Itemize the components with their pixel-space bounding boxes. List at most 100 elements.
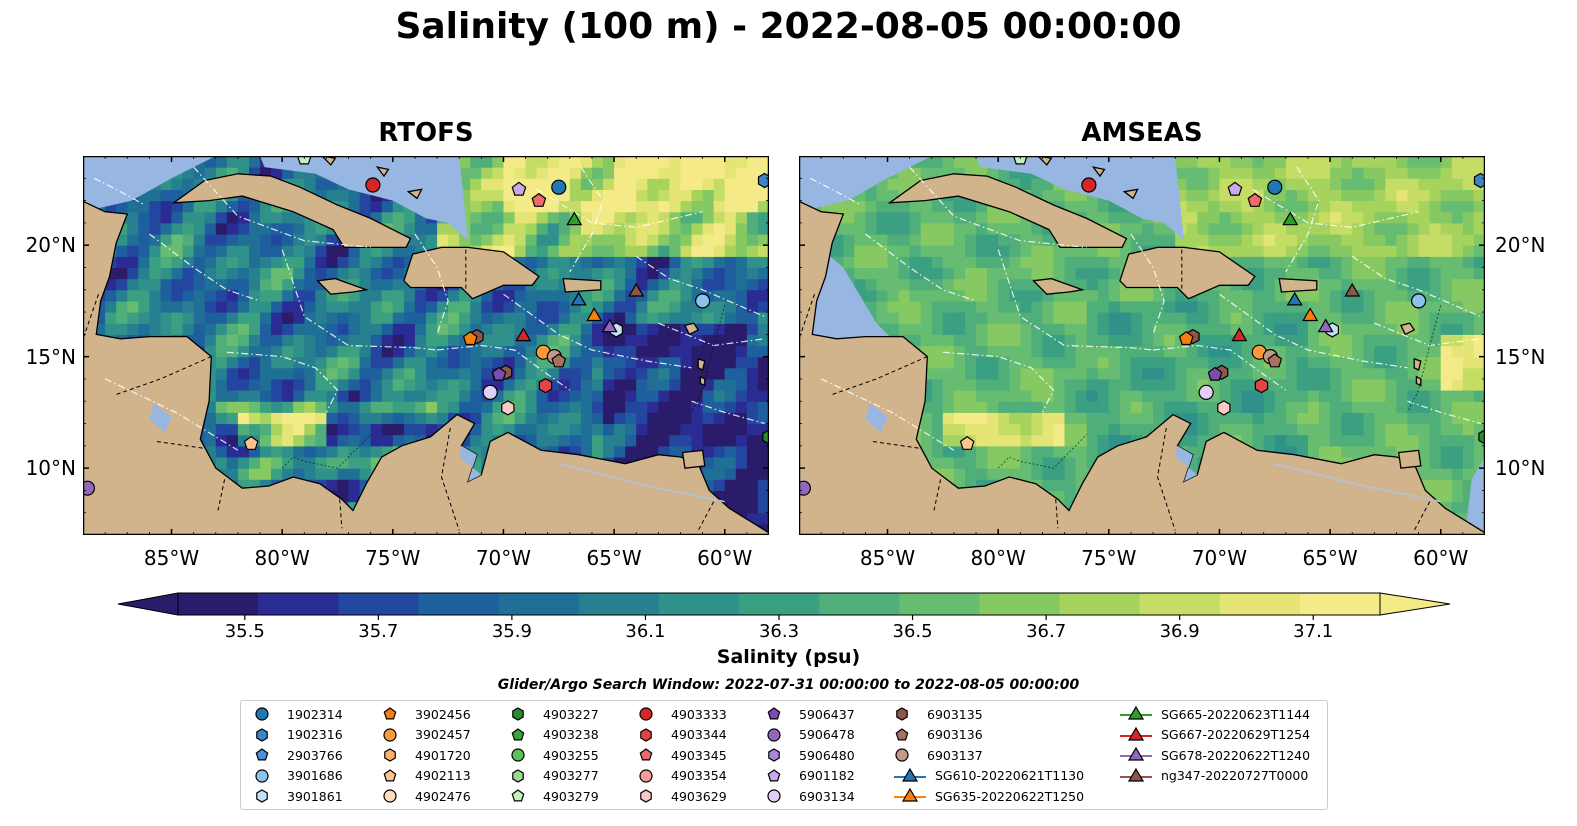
legend-marker-icon bbox=[256, 789, 268, 803]
obs-marker-6903136[interactable] bbox=[1267, 353, 1283, 368]
obs-marker-6901182[interactable] bbox=[511, 181, 527, 196]
obs-marker-SG665-20220623T1144[interactable] bbox=[1282, 211, 1299, 226]
obs-marker-4903333[interactable] bbox=[1081, 177, 1097, 193]
obs-marker-6903134[interactable] bbox=[1198, 384, 1214, 400]
lake-maracaibo bbox=[1175, 445, 1198, 482]
legend-item: 5906480 bbox=[765, 746, 855, 764]
legend-label: SG610-20220621T1130 bbox=[935, 768, 1085, 783]
salinity-colorbar bbox=[117, 592, 1451, 620]
colorbar-extend-max bbox=[1379, 592, 1451, 616]
legend-item: 4903333 bbox=[637, 705, 727, 723]
colorbar-segment bbox=[819, 593, 900, 615]
land-lesser-antilles-2 bbox=[1413, 357, 1422, 371]
legend-item: ng347-20220727T0000 bbox=[1119, 767, 1308, 785]
obs-marker-4903344[interactable] bbox=[538, 377, 553, 394]
obs-marker-5906478[interactable] bbox=[83, 480, 96, 496]
colorbar-tick-label: 35.7 bbox=[358, 621, 399, 642]
obs-marker-SG667-20220629T1254[interactable] bbox=[1231, 327, 1248, 342]
obs-marker-SG665-20220623T1144[interactable] bbox=[566, 211, 583, 226]
obs-marker-4903629[interactable] bbox=[501, 400, 515, 416]
land-puerto-rico bbox=[562, 277, 602, 293]
legend-label: 4902113 bbox=[415, 768, 471, 783]
obs-marker-4903345[interactable] bbox=[531, 192, 547, 207]
observation-legend: 1902314 1902316 2903766 3901686 3901861 39024… bbox=[240, 700, 1328, 810]
obs-marker-3901686[interactable] bbox=[695, 293, 711, 309]
obs-marker-SG678-20220622T1240[interactable] bbox=[1317, 318, 1334, 333]
obs-marker-ng347-20220727T0000[interactable] bbox=[628, 282, 645, 297]
obs-marker-5906478[interactable] bbox=[799, 480, 812, 496]
obs-marker-SG667-20220629T1254[interactable] bbox=[515, 327, 532, 342]
colorbar-tick-label: 37.1 bbox=[1293, 621, 1334, 642]
obs-marker-6903134[interactable] bbox=[482, 384, 498, 400]
obs-marker-6903136[interactable] bbox=[551, 353, 567, 368]
obs-marker-3902456[interactable] bbox=[462, 331, 478, 346]
obs-marker-5906437[interactable] bbox=[1207, 366, 1223, 381]
obs-marker-4903227[interactable] bbox=[762, 429, 769, 445]
tick-label: 70°W bbox=[1191, 546, 1248, 570]
obs-marker-4903344[interactable] bbox=[1254, 377, 1269, 394]
legend-item: 6903137 bbox=[893, 746, 983, 764]
legend-label: SG667-20220629T1254 bbox=[1161, 727, 1311, 742]
colorbar-tick-label: 36.3 bbox=[758, 621, 800, 642]
border bbox=[1413, 501, 1431, 531]
colorbar-segment bbox=[979, 593, 1060, 615]
land-lesser-antilles-3 bbox=[1415, 375, 1422, 387]
obs-marker-4903333[interactable] bbox=[365, 177, 381, 193]
legend-label: 5906480 bbox=[799, 747, 855, 763]
obs-marker-4902113[interactable] bbox=[243, 435, 259, 450]
legend-label: 5906437 bbox=[799, 706, 855, 722]
tick-label: 65°W bbox=[1302, 546, 1358, 570]
obs-marker-4903227[interactable] bbox=[1478, 429, 1485, 445]
obs-marker-1902316[interactable] bbox=[1473, 172, 1486, 189]
obs-marker-ng347-20220727T0000[interactable] bbox=[1344, 282, 1361, 297]
obs-marker-SG635-20220622T1250[interactable] bbox=[1302, 307, 1319, 322]
tick-label: 60°W bbox=[697, 546, 753, 570]
legend-label: SG678-20220622T1240 bbox=[1161, 747, 1311, 763]
obs-marker-3902456[interactable] bbox=[1178, 331, 1194, 346]
river bbox=[1274, 462, 1441, 503]
legend-label: 3902457 bbox=[415, 727, 471, 742]
obs-marker-SG678-20220622T1240[interactable] bbox=[601, 318, 618, 333]
obs-marker-SG610-20220621T1130[interactable] bbox=[1286, 291, 1303, 306]
legend-label: 1902314 bbox=[287, 706, 343, 722]
obs-marker-4903629[interactable] bbox=[1217, 400, 1231, 416]
obs-marker-4903279[interactable] bbox=[296, 156, 312, 165]
land-trinidad bbox=[1397, 449, 1422, 469]
obs-marker-4903345[interactable] bbox=[1247, 192, 1263, 207]
rtofs-map-title: RTOFS bbox=[378, 118, 474, 148]
legend-label: 4903354 bbox=[671, 768, 727, 783]
amseas-map-title: AMSEAS bbox=[1081, 118, 1203, 148]
obs-marker-1902314[interactable] bbox=[1267, 179, 1283, 195]
legend-label: 3901686 bbox=[287, 768, 343, 783]
obs-marker-4902113[interactable] bbox=[959, 435, 975, 450]
obs-marker-SG610-20220621T1130[interactable] bbox=[570, 291, 587, 306]
legend-item: SG635-20220622T1250 bbox=[893, 787, 1084, 805]
border bbox=[832, 356, 928, 395]
legend-label: 6903134 bbox=[799, 788, 855, 804]
legend-item: 6903136 bbox=[893, 726, 983, 744]
tick-label: 65°W bbox=[586, 546, 642, 570]
legend-marker-icon bbox=[1120, 726, 1152, 741]
legend-item: 4903238 bbox=[509, 726, 599, 744]
border bbox=[440, 427, 460, 531]
amseas-salinity-map[interactable] bbox=[799, 156, 1485, 535]
tick-label: 75°W bbox=[365, 546, 421, 570]
colorbar-segment bbox=[1059, 593, 1141, 615]
obs-marker-1902316[interactable] bbox=[757, 172, 770, 189]
obs-marker-1902314[interactable] bbox=[551, 179, 567, 195]
obs-marker-3901686[interactable] bbox=[1411, 293, 1427, 309]
legend-marker-icon bbox=[639, 748, 653, 761]
legend-marker-icon bbox=[512, 768, 524, 783]
legend-label: 4903345 bbox=[671, 747, 727, 763]
rtofs-salinity-map[interactable] bbox=[83, 156, 769, 535]
obs-marker-5906437[interactable] bbox=[491, 366, 507, 381]
obs-marker-SG635-20220622T1250[interactable] bbox=[586, 307, 603, 322]
legend-label: 6903137 bbox=[927, 747, 983, 763]
obs-marker-6901182[interactable] bbox=[1227, 181, 1243, 196]
colorbar-segment bbox=[738, 593, 820, 615]
land-cuba bbox=[887, 173, 1128, 249]
legend-marker-icon bbox=[383, 768, 397, 781]
legend-marker-icon bbox=[511, 727, 525, 740]
obs-marker-4903279[interactable] bbox=[1012, 156, 1028, 165]
legend-item: 3901861 bbox=[253, 787, 343, 805]
